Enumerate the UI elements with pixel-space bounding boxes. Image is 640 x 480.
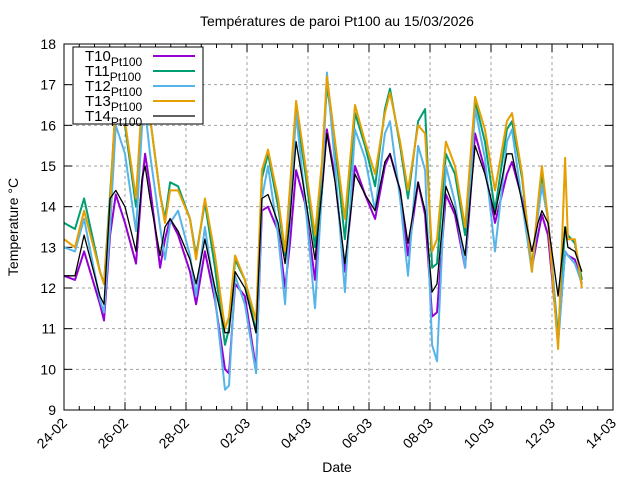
legend-label: T10Pt100 bbox=[85, 48, 143, 69]
x-tick-label: 24-02 bbox=[33, 415, 70, 452]
legend-series-name: T13 bbox=[85, 93, 111, 110]
legend-label: T12Pt100 bbox=[85, 78, 143, 99]
x-tick-label: 06-03 bbox=[338, 415, 375, 452]
x-tick-label: 14-03 bbox=[582, 415, 619, 452]
x-tick-label: 12-03 bbox=[521, 415, 558, 452]
x-tick-label: 26-02 bbox=[94, 415, 131, 452]
x-tick-label: 28-02 bbox=[155, 415, 192, 452]
y-tick-label: 11 bbox=[41, 321, 56, 337]
legend-series-subscript: Pt100 bbox=[111, 115, 143, 129]
y-tick-label: 17 bbox=[40, 77, 56, 93]
legend-label: T11Pt100 bbox=[85, 63, 141, 84]
x-tick-label: 08-03 bbox=[399, 415, 436, 452]
y-tick-label: 9 bbox=[48, 402, 56, 418]
legend-series-name: T12 bbox=[85, 78, 111, 95]
y-tick-label: 12 bbox=[40, 280, 56, 296]
y-axis-label: Temperature °C bbox=[5, 178, 21, 276]
y-tick-label: 10 bbox=[40, 361, 56, 377]
series-line-t14 bbox=[64, 132, 583, 334]
legend-series-name: T10 bbox=[85, 48, 111, 65]
legend-series-subscript: Pt100 bbox=[111, 55, 143, 69]
legend-series-subscript: Pt100 bbox=[111, 100, 143, 114]
legend-series-name: T11 bbox=[85, 63, 110, 80]
legend-label: T14Pt100 bbox=[85, 108, 143, 129]
y-tick-label: 16 bbox=[40, 117, 56, 133]
x-axis-label: Date bbox=[322, 459, 352, 475]
plot-border bbox=[63, 43, 614, 411]
legend-label: T13Pt100 bbox=[85, 93, 143, 114]
legend-series-subscript: Pt100 bbox=[111, 85, 143, 99]
y-tick-label: 14 bbox=[40, 199, 56, 215]
x-tick-label: 04-03 bbox=[277, 415, 314, 452]
series-line-t12 bbox=[63, 71, 583, 391]
chart-title: Températures de paroi Pt100 au 15/03/202… bbox=[200, 13, 474, 29]
y-tick-label: 13 bbox=[40, 239, 56, 255]
x-tick-label: 10-03 bbox=[460, 415, 497, 452]
legend-series-name: T14 bbox=[85, 108, 111, 125]
y-tick-label: 18 bbox=[40, 36, 56, 52]
legend-series-subscript: Pt100 bbox=[110, 70, 142, 84]
y-tick-label: 15 bbox=[40, 158, 56, 174]
x-tick-label: 02-03 bbox=[216, 415, 253, 452]
